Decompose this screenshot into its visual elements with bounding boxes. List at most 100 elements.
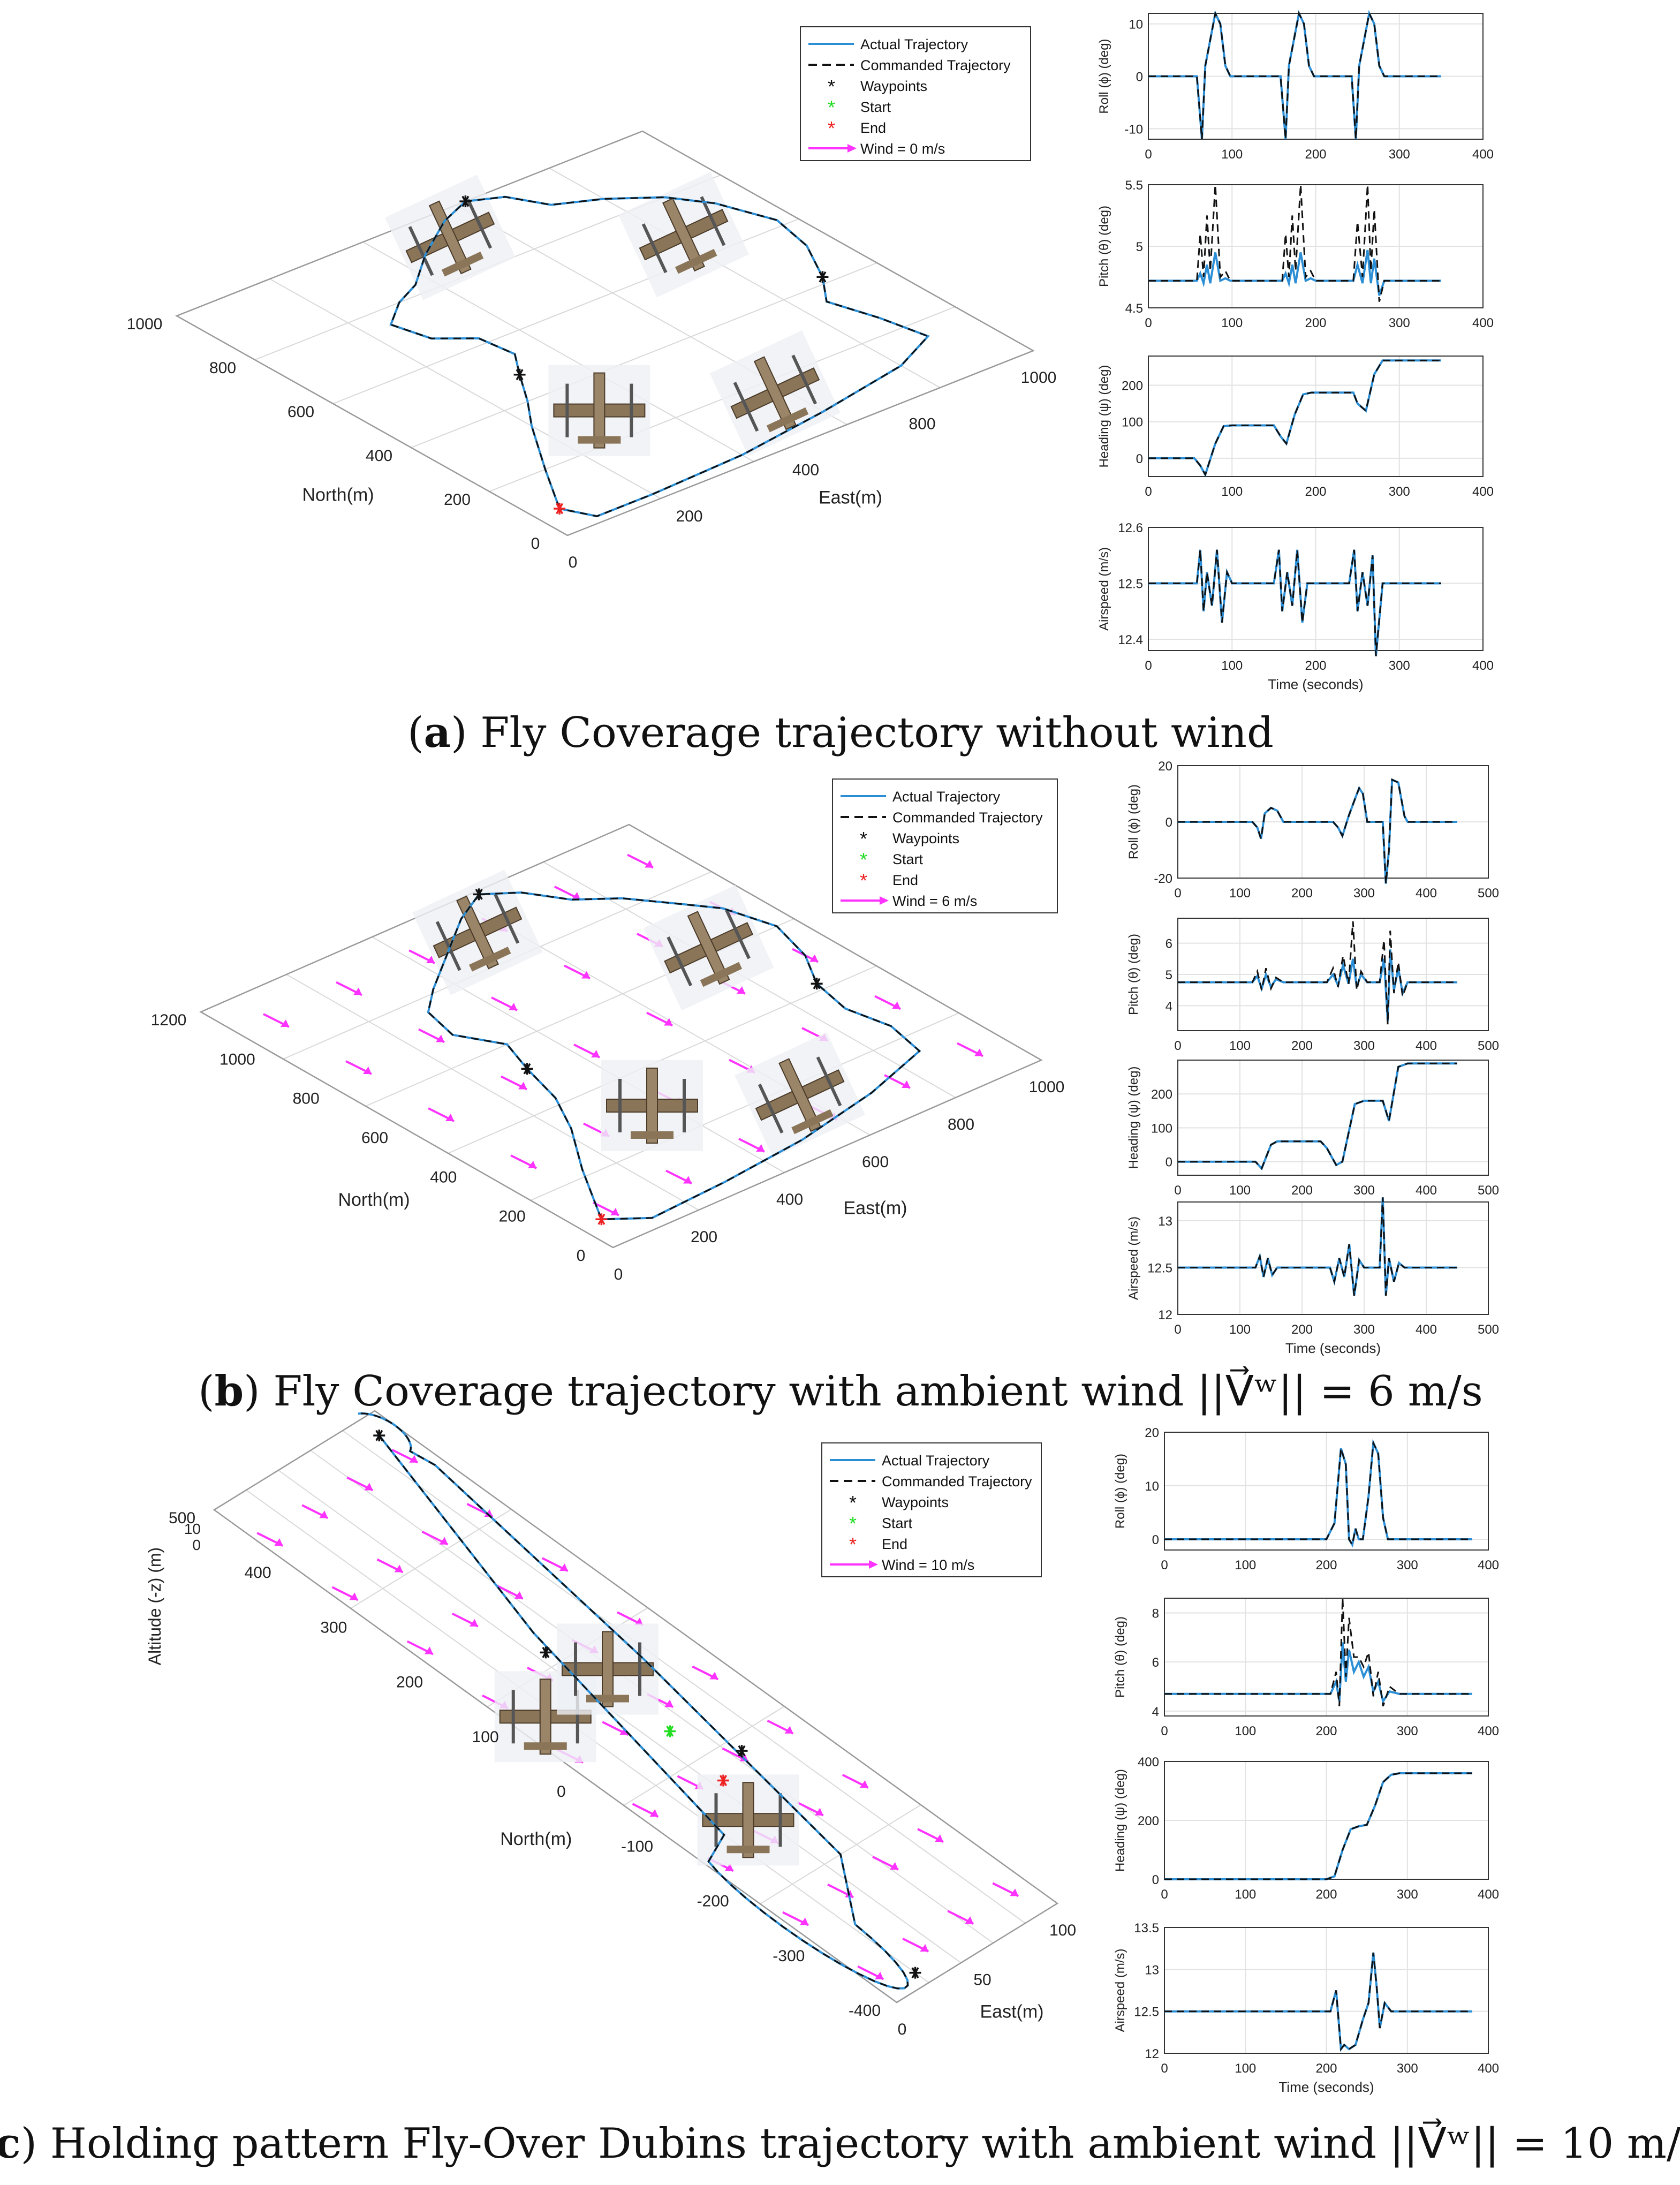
east-tick-label: 0 [614, 1266, 623, 1283]
x-tick-label: 500 [1478, 886, 1499, 901]
legend-actual-label: Actual Trajectory [882, 1453, 990, 1469]
grid-line [411, 262, 877, 448]
legend-swatch-star: * [828, 96, 835, 118]
legend-swatch-wind-head [880, 896, 889, 905]
north-tick-label: 400 [245, 1564, 271, 1582]
axes-frame [1148, 184, 1484, 308]
wind-arrow-head [649, 1809, 659, 1817]
x-tick-label: 300 [1397, 1724, 1418, 1738]
aircraft-fuselage [687, 911, 730, 985]
east-tick-label: 400 [776, 1191, 803, 1208]
axes-frame [1148, 527, 1484, 651]
wind-arrow-head [572, 892, 580, 899]
wind-arrow-head [445, 1114, 454, 1121]
aircraft-icon [643, 885, 774, 1011]
east-tick-label: 800 [909, 415, 935, 433]
wind-arrow-head [319, 1510, 328, 1518]
x-tick-label: 300 [1389, 316, 1410, 330]
subplot-c-4: 0 100 200 300 400 12 12.5 13 13.5 Airspeed (m/s) T… [1113, 1921, 1499, 2095]
y-axis-label: Airspeed (m/s) [1126, 1216, 1141, 1300]
east-tick-label: 1000 [1021, 369, 1057, 387]
aircraft-icon [618, 172, 750, 298]
north-tick-label: 600 [361, 1129, 388, 1147]
x-tick-label: 200 [1305, 485, 1326, 499]
north-axis-label: North(m) [338, 1190, 410, 1210]
y-tick-label: 20 [1158, 759, 1172, 774]
caption-letter: a [424, 708, 451, 757]
y-tick-label: 10 [1145, 1479, 1159, 1494]
x-tick-label: 300 [1353, 886, 1375, 901]
wind-arrow-head [409, 1455, 418, 1463]
east-tick-label: 200 [691, 1228, 717, 1246]
legend-swatch-star: * [860, 870, 867, 891]
north-tick-label: 200 [499, 1208, 526, 1226]
y-tick-label: 200 [1122, 379, 1143, 394]
subplot-b-2: 0 100 200 300 400 500 4 5 6 Pitch (θ) (deg) [1126, 918, 1499, 1053]
east-tick-label: 800 [948, 1116, 974, 1133]
caption-a: (a) Fly Coverage trajectory without wind [407, 708, 1274, 757]
north-tick-label: -100 [621, 1838, 653, 1855]
series-commanded-line [1178, 921, 1457, 1025]
y-tick-label: 400 [1138, 1755, 1159, 1770]
aircraft-tail [791, 1109, 834, 1135]
x-tick-label: 200 [1291, 1322, 1313, 1337]
y-tick-label: 6 [1166, 937, 1172, 951]
x-tick-label: 100 [1235, 2061, 1256, 2076]
y-tick-label: 0 [1136, 452, 1143, 466]
waypoint-marker [816, 271, 829, 283]
north-tick-label: -300 [773, 1947, 805, 1965]
series-commanded-line [1148, 359, 1441, 477]
wind-arrow-head [353, 987, 362, 995]
series-actual-line [1164, 1772, 1472, 1880]
aircraft-boom [466, 199, 493, 249]
trajectory-3d-panel-1: 0 200 400 800 1000 0 200 400 600 800 1000 East(m) No… [127, 130, 1057, 571]
caption-text: ) Fly Coverage trajectory with ambient w… [244, 1366, 1483, 1416]
x-tick-label: 200 [1291, 1183, 1313, 1198]
wind-arrow-head [394, 1564, 403, 1572]
east-tick-label: 1000 [1029, 1078, 1065, 1096]
commanded-trajectory-line [427, 891, 921, 1220]
x-tick-label: 100 [1221, 659, 1243, 673]
x-tick-label: 400 [1478, 1887, 1499, 1902]
x-tick-label: 300 [1397, 1887, 1418, 1902]
x-tick-label: 200 [1305, 316, 1326, 330]
x-tick-label: 400 [1416, 1039, 1437, 1053]
subplot-c-1: 0 100 200 300 400 0 10 20 Roll (ϕ) (deg) [1113, 1426, 1499, 1572]
legend-swatch-wind-head [869, 1560, 878, 1569]
east-axis-label: East(m) [844, 1198, 907, 1219]
wind-arrow-head [484, 1509, 493, 1517]
x-tick-label: 200 [1315, 1558, 1337, 1572]
wind-arrow-head [591, 1050, 600, 1057]
x-tick-label: 100 [1229, 1039, 1251, 1053]
x-tick-label: 400 [1472, 147, 1494, 162]
y-axis-label: Heading (ψ) (deg) [1113, 1769, 1127, 1872]
aircraft-tail [700, 962, 743, 987]
x-tick-label: 200 [1305, 147, 1326, 162]
aircraft-tail [469, 947, 511, 972]
aircraft-boom [700, 196, 726, 246]
x-axis-label: Time (seconds) [1285, 1340, 1381, 1356]
legend-swatch-star: * [849, 1492, 857, 1514]
grid-line [549, 168, 941, 388]
x-tick-label: 0 [1145, 147, 1152, 162]
east-tick-label: 0 [569, 554, 578, 571]
altitude-tick-label: 0 [192, 1537, 201, 1553]
caption-text: ) Fly Coverage trajectory without wind [451, 709, 1274, 757]
wind-arrow-head [875, 1971, 884, 1979]
x-tick-label: 300 [1397, 1558, 1418, 1572]
plot-area [1178, 1060, 1488, 1175]
y-tick-label: 0 [1166, 815, 1172, 830]
y-tick-label: 12.4 [1118, 633, 1143, 647]
aircraft-tail [631, 1131, 673, 1139]
x-tick-label: 400 [1416, 886, 1437, 901]
waypoint-marker [473, 888, 485, 901]
wind-arrow-head [424, 1646, 433, 1654]
waypoint-marker [736, 1745, 748, 1757]
legend-box [821, 1442, 1042, 1577]
axes-frame [1177, 1060, 1489, 1176]
y-axis-label: Roll (ϕ) (deg) [1097, 39, 1111, 114]
caption-b: (b) Fly Coverage trajectory with ambient… [198, 1366, 1483, 1416]
subplot-a-4: 0 100 200 300 400 12.4 12.5 12.6 Airspeed (m/s) T… [1097, 521, 1494, 692]
x-tick-label: 0 [1174, 886, 1181, 901]
